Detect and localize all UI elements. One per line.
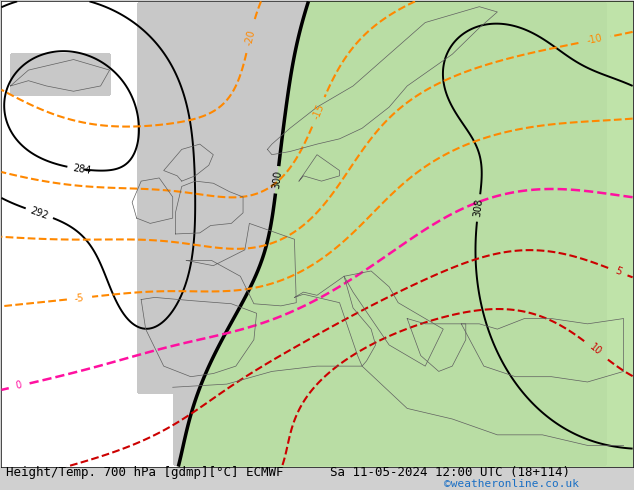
Text: ©weatheronline.co.uk: ©weatheronline.co.uk xyxy=(444,479,579,489)
Text: 284: 284 xyxy=(72,163,91,175)
Text: 10: 10 xyxy=(588,342,603,358)
Text: -10: -10 xyxy=(586,33,604,46)
Text: 292: 292 xyxy=(29,205,50,221)
Text: 308: 308 xyxy=(472,198,484,218)
Text: 300: 300 xyxy=(271,170,283,190)
Text: -15: -15 xyxy=(311,102,326,121)
Text: 0: 0 xyxy=(15,380,23,392)
Text: Height/Temp. 700 hPa [gdmp][°C] ECMWF: Height/Temp. 700 hPa [gdmp][°C] ECMWF xyxy=(6,466,284,479)
Text: 5: 5 xyxy=(613,266,623,277)
Text: -20: -20 xyxy=(243,28,257,47)
Text: Sa 11-05-2024 12:00 UTC (18+114): Sa 11-05-2024 12:00 UTC (18+114) xyxy=(330,466,570,479)
Text: -5: -5 xyxy=(74,293,85,304)
